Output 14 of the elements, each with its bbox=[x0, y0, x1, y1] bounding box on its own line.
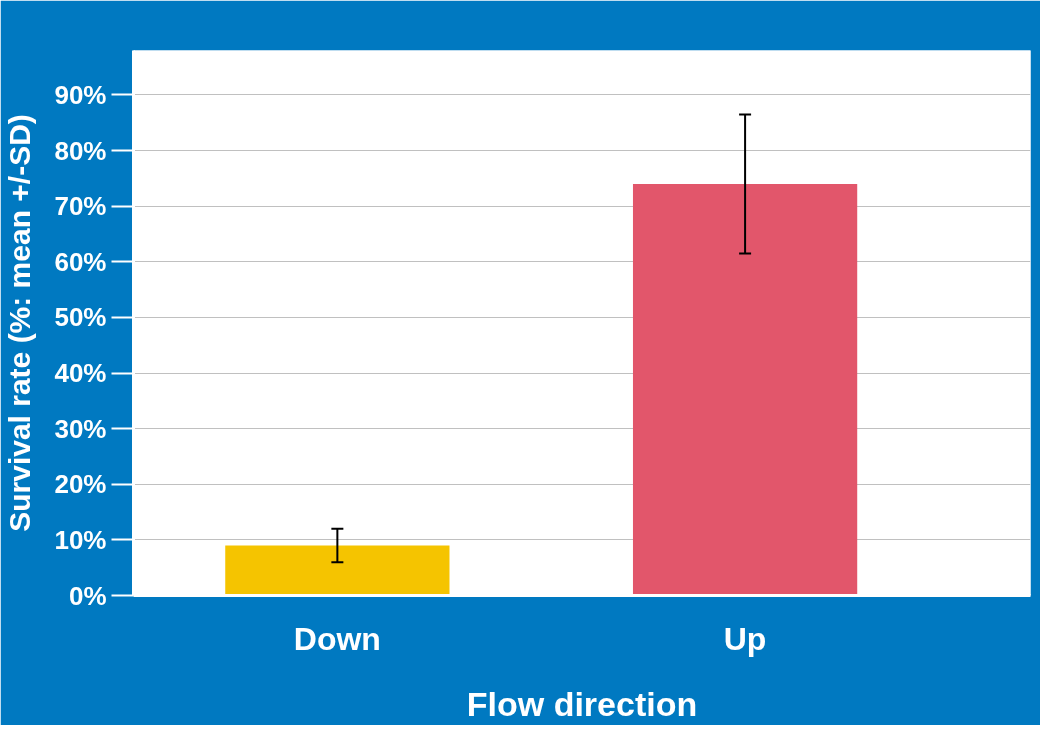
y-axis-title: Survival rate (%: mean +/-SD) bbox=[3, 114, 37, 532]
y-tick-label: 60% bbox=[54, 246, 107, 277]
x-axis-title: Flow direction bbox=[466, 684, 698, 723]
y-tick-label: 80% bbox=[54, 135, 107, 166]
y-tick-label: 30% bbox=[54, 413, 107, 444]
y-tick-label: 40% bbox=[54, 358, 107, 389]
y-tick-label: 0% bbox=[68, 580, 107, 611]
y-tick-label: 10% bbox=[54, 524, 107, 555]
y-tick-label: 20% bbox=[54, 469, 107, 500]
y-tick-label: 70% bbox=[54, 191, 107, 222]
x-tick-label: Up bbox=[723, 620, 767, 657]
y-tick-label: 50% bbox=[54, 302, 107, 333]
y-tick-label: 90% bbox=[54, 79, 107, 110]
x-tick-label: Down bbox=[293, 620, 381, 657]
